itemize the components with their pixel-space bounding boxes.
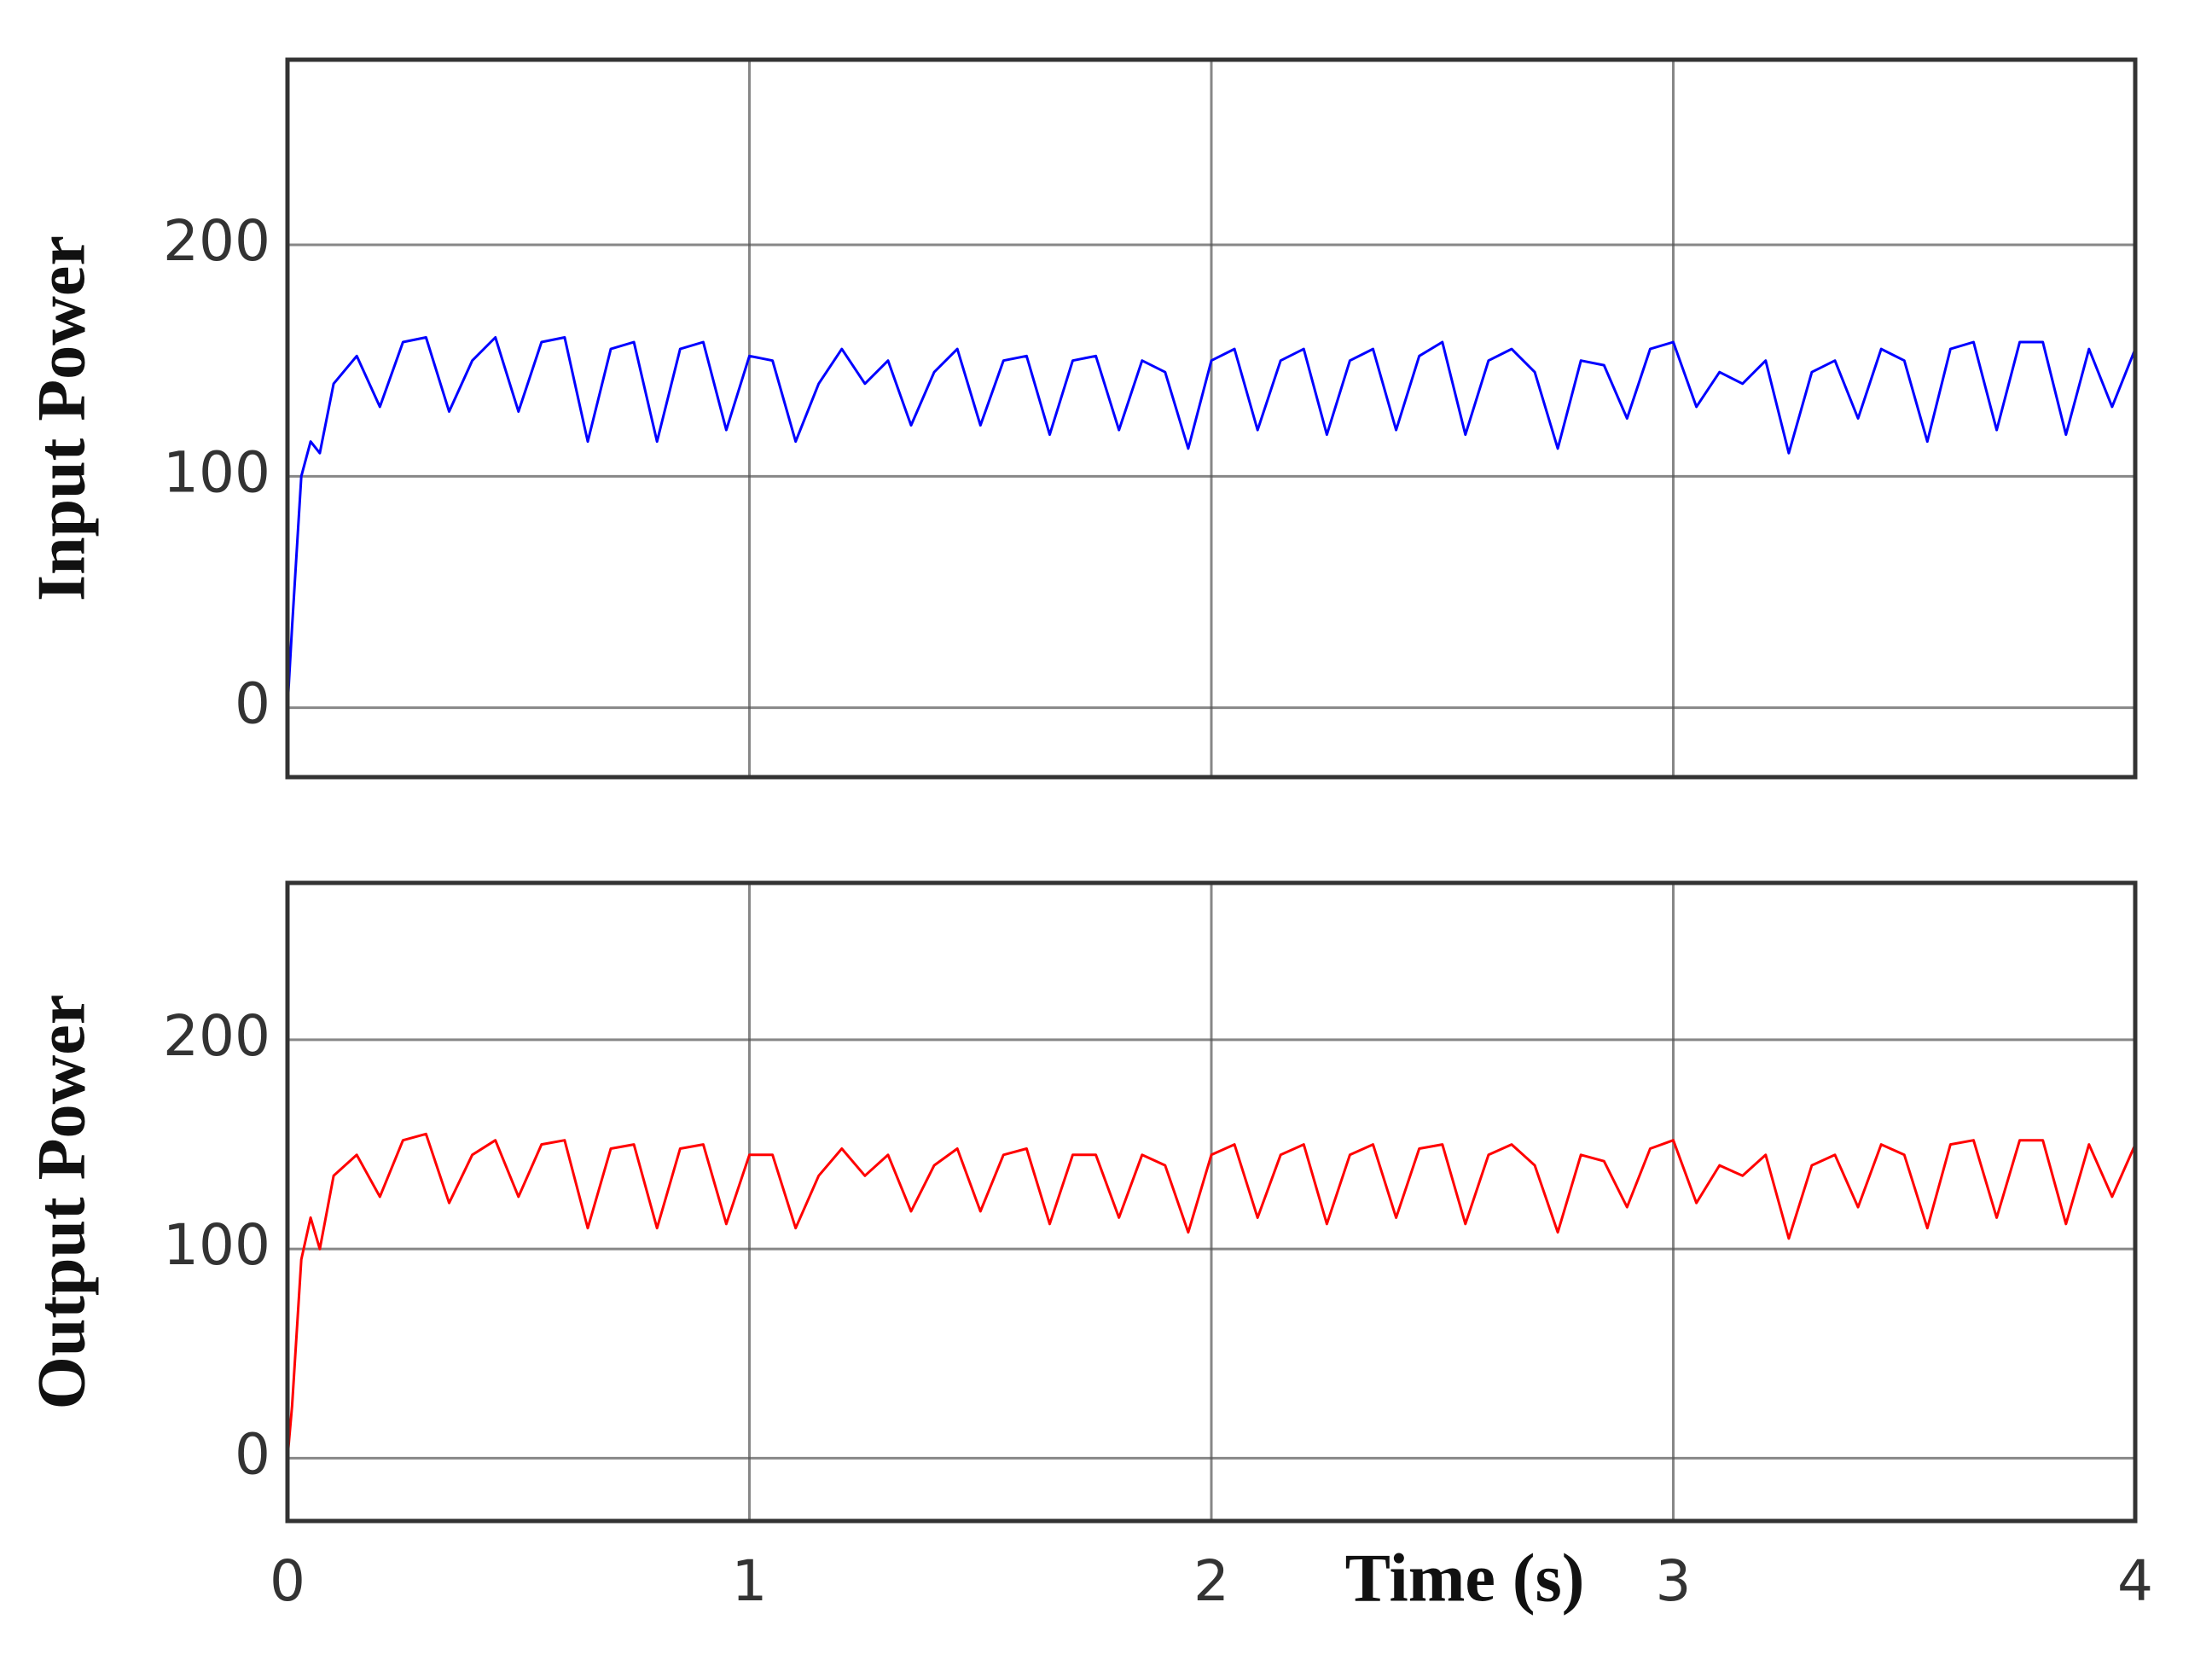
x-tick-label: 3 (1656, 1548, 1692, 1614)
y-tick-label: 0 (235, 671, 270, 737)
x-tick-label: 1 (732, 1548, 768, 1614)
plot-frame (285, 880, 2138, 1524)
data-line (286, 1132, 2137, 1459)
y-tick-label: 0 (235, 1421, 270, 1487)
x-tick-label: 2 (1193, 1548, 1229, 1614)
x-tick-label: 4 (2117, 1548, 2153, 1614)
y-tick-label: 100 (163, 1212, 270, 1278)
y-axis-label: Input Power (24, 235, 99, 601)
y-axis-label: Output Power (24, 995, 99, 1410)
y-tick-label: 100 (163, 439, 270, 505)
x-tick-label: 0 (270, 1548, 305, 1614)
y-tick-label: 200 (163, 208, 270, 274)
plot-frame (285, 57, 2138, 780)
data-line (286, 336, 2137, 708)
y-tick-label: 200 (163, 1003, 270, 1069)
x-axis-label: Time (s) (1345, 1541, 1585, 1616)
